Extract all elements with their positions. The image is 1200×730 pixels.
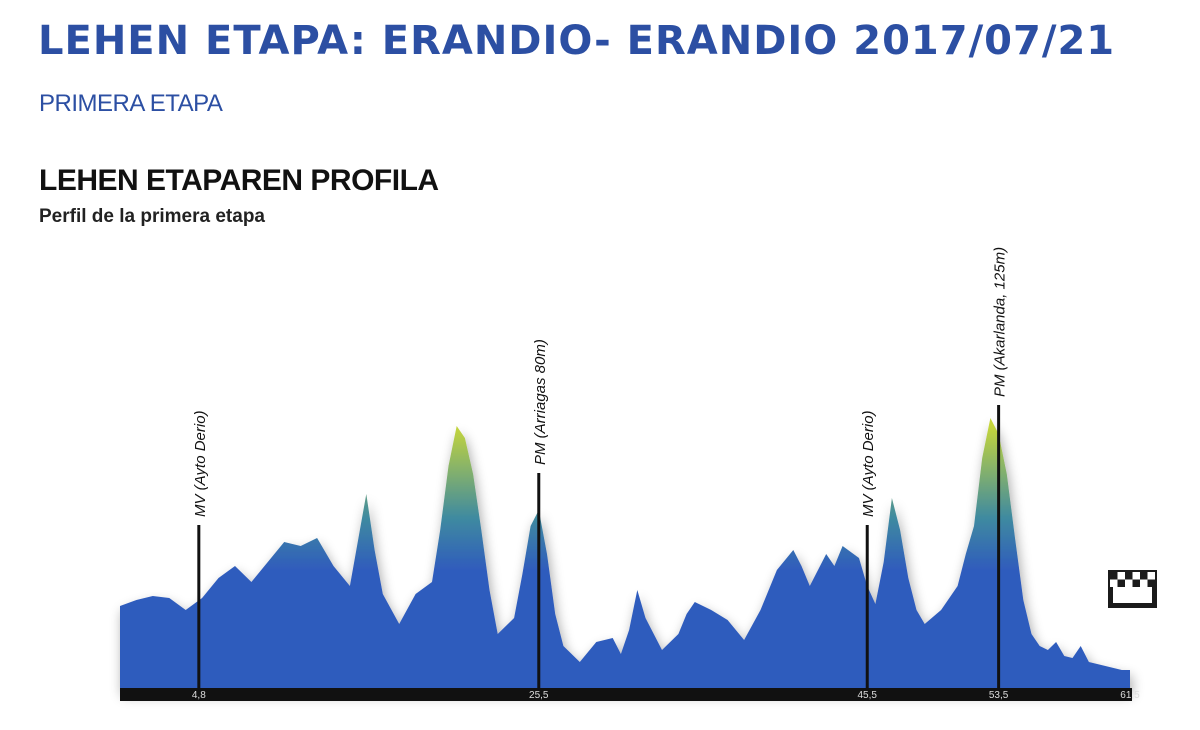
marker-label: PM (Arriagas 80m) (532, 339, 549, 465)
marker-label: PM (Akarlanda, 125m) (992, 247, 1009, 397)
distance-tick-label: 25,5 (529, 690, 549, 701)
marker-label: MV (Ayto Derio) (860, 410, 877, 517)
elevation-area (120, 418, 1130, 690)
distance-axis-bar (120, 688, 1132, 701)
distance-tick-label: 45,5 (858, 690, 878, 701)
stage-subtitle: PRIMERA ETAPA (39, 90, 223, 117)
distance-tick-label: 53,5 (989, 690, 1009, 701)
checkered-flag-icon (1108, 570, 1157, 608)
stage-title: LEHEN ETAPA: ERANDIO- ERANDIO 2017/07/21 (38, 18, 1116, 64)
marker-label: MV (Ayto Derio) (192, 410, 209, 517)
profile-title: LEHEN ETAPAREN PROFILA (39, 164, 439, 197)
distance-tick-label: 4,8 (192, 690, 206, 701)
profile-subtitle: Perfil de la primera etapa (39, 206, 265, 227)
distance-tick-label: 61,5 (1120, 690, 1140, 701)
